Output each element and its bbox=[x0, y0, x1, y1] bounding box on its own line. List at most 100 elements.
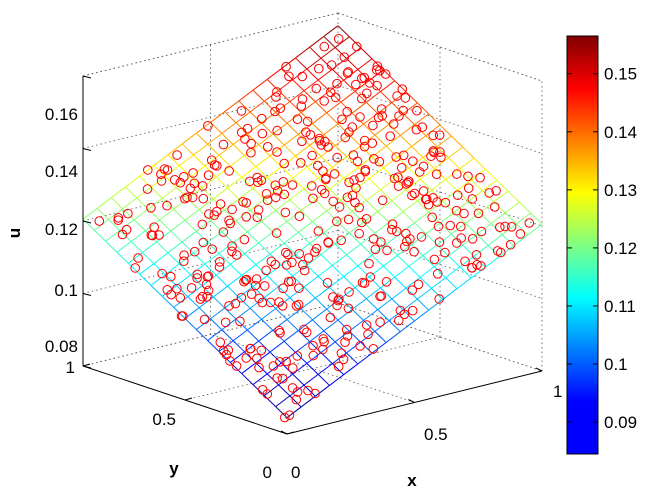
data-point bbox=[295, 158, 306, 168]
mesh-line bbox=[377, 112, 390, 125]
mesh-line bbox=[246, 231, 260, 244]
data-point bbox=[352, 41, 362, 52]
mesh-line bbox=[195, 132, 209, 145]
mesh-line bbox=[278, 384, 291, 397]
mesh-line bbox=[334, 36, 350, 48]
mesh-line bbox=[142, 241, 157, 253]
data-point bbox=[230, 298, 241, 309]
data-point bbox=[434, 237, 445, 247]
mesh-line bbox=[380, 276, 395, 289]
mesh-line bbox=[179, 154, 194, 167]
data-point bbox=[348, 150, 359, 160]
mesh-line bbox=[184, 318, 197, 330]
mesh-line bbox=[306, 264, 319, 277]
mesh-line bbox=[425, 135, 438, 148]
data-point bbox=[364, 258, 374, 269]
data-point bbox=[371, 65, 382, 75]
mesh-line bbox=[431, 179, 446, 191]
data-point bbox=[271, 92, 281, 102]
axis-line bbox=[82, 75, 92, 79]
mesh-line bbox=[295, 46, 310, 59]
data-point bbox=[265, 297, 276, 308]
data-point bbox=[506, 222, 517, 232]
data-point bbox=[372, 80, 382, 91]
mesh-line bbox=[269, 155, 282, 168]
mesh-line bbox=[320, 341, 336, 354]
data-point bbox=[270, 180, 281, 190]
data-point bbox=[330, 92, 341, 103]
data-point bbox=[416, 232, 427, 242]
data-point bbox=[256, 113, 267, 124]
data-point bbox=[162, 285, 173, 295]
mesh-line bbox=[150, 186, 163, 199]
data-point bbox=[272, 87, 282, 97]
mesh-line bbox=[195, 329, 209, 341]
mesh-line bbox=[238, 296, 251, 309]
mesh-line bbox=[164, 165, 180, 177]
mesh-line bbox=[272, 231, 285, 244]
mesh-line bbox=[329, 374, 344, 386]
mesh-line bbox=[357, 254, 373, 267]
data-point bbox=[288, 363, 298, 373]
mesh-line bbox=[309, 134, 325, 146]
data-point bbox=[332, 78, 342, 89]
data-point bbox=[343, 67, 354, 77]
data-point bbox=[224, 166, 234, 176]
colorbar: 0.09 0.1 0.11 0.12 0.13 0.14 0.15 bbox=[566, 35, 637, 455]
data-point bbox=[175, 293, 186, 303]
data-point bbox=[154, 230, 164, 240]
data-point bbox=[209, 210, 220, 220]
mesh-line bbox=[329, 276, 344, 288]
data-point bbox=[342, 192, 353, 203]
data-point bbox=[202, 272, 213, 282]
mesh-line bbox=[334, 47, 347, 59]
mesh-line bbox=[221, 122, 237, 134]
mesh-line bbox=[280, 166, 294, 179]
data-point bbox=[197, 291, 208, 302]
mesh-line bbox=[173, 198, 189, 210]
mesh-line bbox=[238, 187, 254, 200]
mesh-line bbox=[82, 218, 95, 231]
mesh-line bbox=[365, 200, 379, 212]
data-point bbox=[496, 247, 506, 258]
data-point bbox=[421, 194, 432, 204]
data-point bbox=[210, 160, 220, 170]
data-point bbox=[179, 250, 189, 260]
mesh-line bbox=[416, 298, 430, 311]
mesh-line bbox=[235, 318, 248, 331]
mesh-line bbox=[451, 222, 466, 235]
mesh-line bbox=[394, 265, 410, 278]
mesh-line bbox=[241, 362, 257, 374]
mesh-line bbox=[399, 135, 413, 147]
mesh-line bbox=[306, 352, 322, 364]
mesh-line bbox=[326, 297, 342, 310]
colorbar-gradient bbox=[566, 35, 599, 455]
mesh-line bbox=[326, 112, 339, 125]
mesh-line bbox=[227, 187, 240, 200]
mesh-line bbox=[227, 275, 242, 287]
mesh-line bbox=[224, 209, 237, 222]
mesh-line bbox=[323, 134, 336, 146]
mesh-line bbox=[366, 91, 381, 103]
mesh-line bbox=[422, 255, 435, 267]
data-point bbox=[297, 136, 307, 147]
mesh-line bbox=[380, 189, 393, 202]
data-point bbox=[156, 169, 166, 179]
data-point bbox=[398, 150, 409, 161]
mesh-line bbox=[238, 198, 251, 211]
mesh-line bbox=[329, 79, 344, 92]
axis-line bbox=[408, 399, 415, 403]
mesh-line bbox=[422, 244, 438, 257]
data-point bbox=[365, 272, 376, 282]
mesh-line bbox=[309, 144, 322, 157]
mesh-line bbox=[164, 263, 180, 276]
mesh-line bbox=[462, 233, 478, 246]
data-point bbox=[157, 268, 167, 279]
mesh-line bbox=[513, 234, 529, 247]
data-point bbox=[440, 197, 451, 208]
mesh-line bbox=[405, 91, 418, 104]
mesh-line bbox=[431, 288, 444, 300]
data-point bbox=[113, 215, 123, 225]
data-point bbox=[429, 147, 439, 158]
mesh-line bbox=[232, 329, 248, 342]
